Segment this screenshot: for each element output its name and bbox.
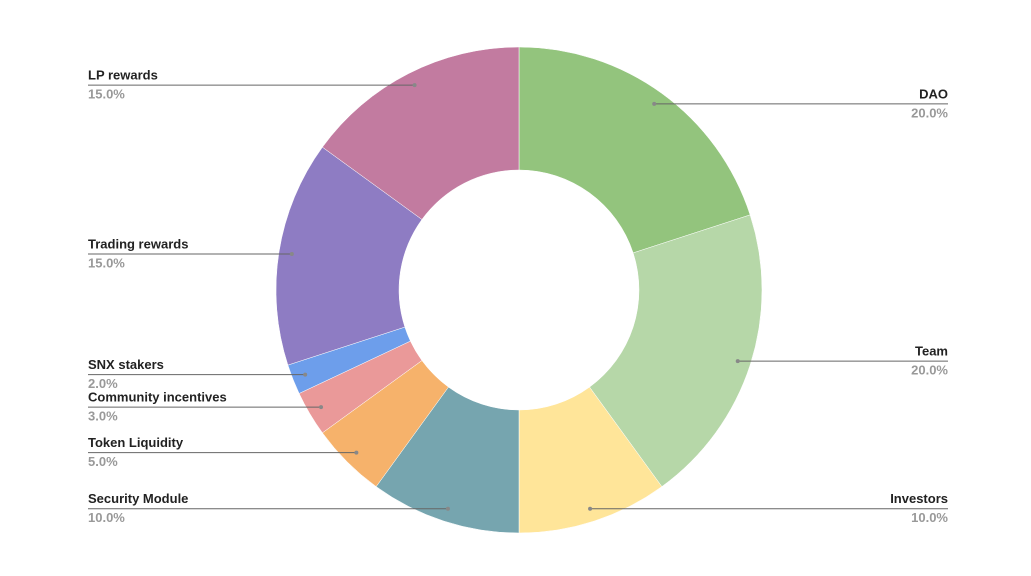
leader-dot bbox=[735, 359, 740, 364]
slice-label: Security Module bbox=[88, 491, 188, 506]
leader-dot bbox=[319, 405, 324, 410]
slice-label: Investors bbox=[890, 491, 948, 506]
leader-dot bbox=[588, 506, 593, 511]
slice-label: Token Liquidity bbox=[88, 435, 184, 450]
slice-value: 2.0% bbox=[88, 376, 118, 391]
slice-value: 20.0% bbox=[911, 105, 948, 120]
leader-dot bbox=[652, 101, 657, 106]
slice-value: 10.0% bbox=[88, 510, 125, 525]
slice-label: Trading rewards bbox=[88, 236, 188, 251]
slice-label: DAO bbox=[919, 86, 948, 101]
leader-dot bbox=[354, 450, 359, 455]
slice-value: 5.0% bbox=[88, 454, 118, 469]
slice-value: 15.0% bbox=[88, 255, 125, 270]
slice-value: 20.0% bbox=[911, 363, 948, 378]
slice-value: 3.0% bbox=[88, 409, 118, 424]
leader-dot bbox=[303, 372, 308, 377]
slice-label: Community incentives bbox=[88, 390, 227, 405]
slice bbox=[322, 46, 520, 220]
slice-label: SNX stakers bbox=[88, 357, 164, 372]
slice bbox=[518, 46, 751, 254]
slice bbox=[589, 214, 763, 487]
slice-value: 15.0% bbox=[88, 87, 125, 102]
slice-value: 10.0% bbox=[911, 510, 948, 525]
slice-label: Team bbox=[915, 344, 948, 359]
leader-dot bbox=[412, 83, 417, 88]
slice-label: LP rewards bbox=[88, 68, 158, 83]
leader-dot bbox=[445, 506, 450, 511]
leader-dot bbox=[289, 252, 294, 257]
slice bbox=[275, 146, 423, 366]
